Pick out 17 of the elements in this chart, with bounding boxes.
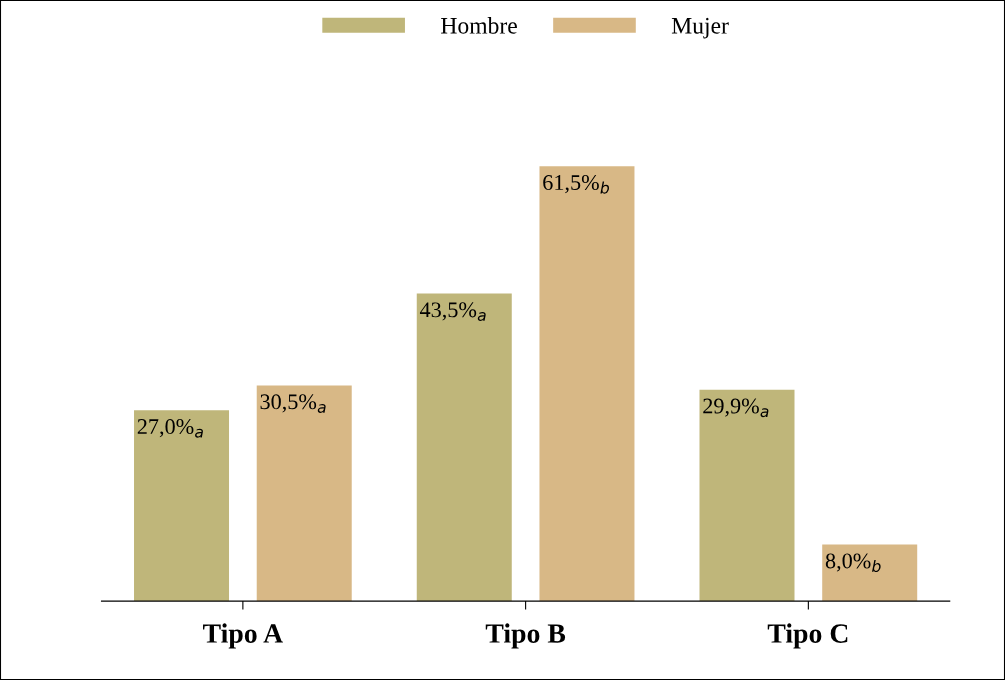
data-label: 43,5%$_{a}$ [419, 302, 486, 321]
data-label: 29,9%$_{a}$ [703, 398, 769, 418]
x-tick-label: Tipo C [767, 623, 848, 649]
bar [416, 293, 512, 602]
data-label: 27,0%$_{a}$ [137, 419, 203, 438]
legend-label: Mujer [671, 17, 729, 39]
bar [134, 410, 230, 602]
bar [699, 389, 795, 602]
bar [539, 166, 635, 602]
x-tick-label: Tipo B [485, 623, 566, 649]
x-tick-label: Tipo A [203, 623, 283, 649]
bar [256, 385, 352, 602]
data-label: 8,0%$_{b}$ [825, 553, 881, 573]
data-label: 30,5%$_{a}$ [260, 394, 326, 413]
legend-label: Hombre [441, 17, 517, 34]
data-label: 61,5%$_{b}$ [543, 175, 609, 194]
bar [822, 544, 918, 602]
